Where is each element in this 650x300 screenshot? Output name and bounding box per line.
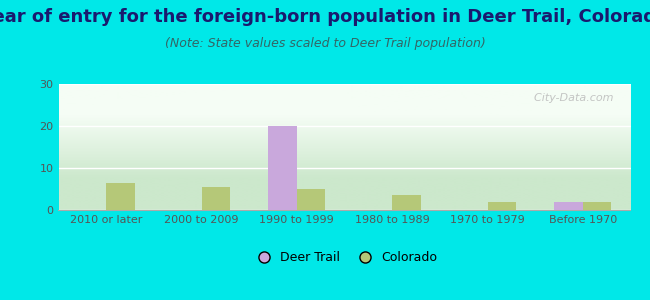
Bar (106, 183, 135, 210)
Bar (488, 202, 516, 210)
Bar (297, 189, 326, 210)
Text: City-Data.com: City-Data.com (527, 93, 614, 103)
Text: Year of entry for the foreign-born population in Deer Trail, Colorado: Year of entry for the foreign-born popul… (0, 8, 650, 26)
Legend: Deer Trail, Colorado: Deer Trail, Colorado (246, 246, 443, 269)
Bar (202, 187, 230, 210)
Bar (268, 126, 297, 210)
Bar (583, 202, 612, 210)
Bar (554, 202, 583, 210)
Bar (392, 195, 421, 210)
Text: (Note: State values scaled to Deer Trail population): (Note: State values scaled to Deer Trail… (164, 38, 486, 50)
